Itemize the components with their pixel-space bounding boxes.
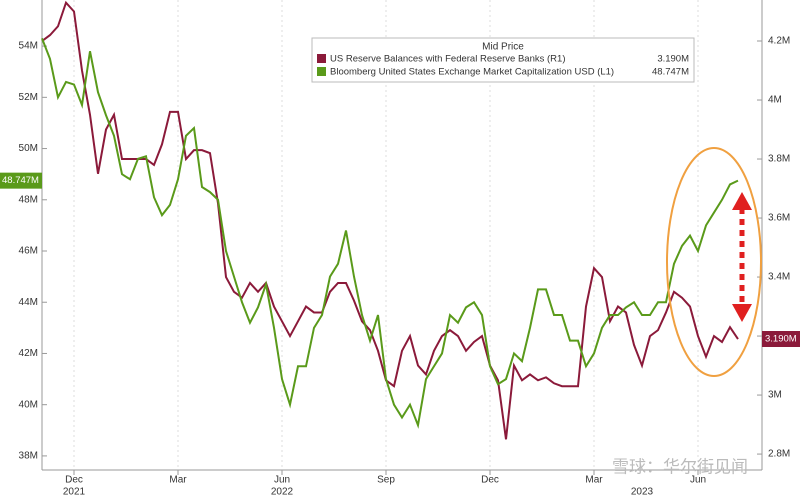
legend	[311, 37, 695, 83]
x-tick-label: Dec	[65, 475, 83, 486]
x-tick-label: Mar	[585, 475, 603, 486]
legend-value: 48.747M	[652, 67, 689, 78]
last-value-tag: 48.747M	[0, 172, 42, 189]
y-tick-label: 42M	[19, 348, 38, 359]
y2-tick-label: 3.6M	[768, 213, 790, 224]
highlight-ellipse	[666, 147, 762, 377]
y-tick-label: 44M	[19, 297, 38, 308]
last-value-box	[0, 172, 42, 189]
arrow-head-down	[732, 304, 752, 322]
year-label: 2023	[631, 487, 654, 497]
last-value-label: 48.747M	[2, 175, 39, 186]
last-value-label: 3.190M	[765, 334, 797, 345]
y2-tick-label: 4.2M	[768, 36, 790, 47]
year-label: 2021	[63, 487, 86, 497]
legend-swatch	[317, 67, 326, 76]
series-line	[41, 38, 739, 429]
y2-tick-label: 3.4M	[768, 272, 790, 283]
x-tick-label: Dec	[481, 475, 499, 486]
x-tick-label: Jun	[274, 475, 290, 486]
y-tick-label: 52M	[19, 92, 38, 103]
y2-tick-label: 3M	[768, 390, 782, 401]
last-value-tag: 3.190M	[762, 331, 800, 348]
legend-title: Mid Price	[482, 42, 524, 53]
y-tick-label: 48M	[19, 194, 38, 205]
y-tick-label: 54M	[19, 41, 38, 52]
x-tick-label: Mar	[169, 475, 187, 486]
y2-tick-label: 4M	[768, 95, 782, 106]
legend-label: Bloomberg United States Exchange Market …	[330, 67, 614, 78]
legend-swatch	[317, 54, 326, 63]
x-tick-label: Jun	[690, 475, 706, 486]
legend-label: US Reserve Balances with Federal Reserve…	[330, 54, 565, 65]
watermark: 雪球：华尔街见闻	[612, 457, 748, 476]
series-line	[41, 0, 739, 440]
x-tick-label: Sep	[377, 475, 395, 486]
last-value-box	[762, 331, 800, 348]
y2-tick-label: 3.8M	[768, 154, 790, 165]
legend-value: 3.190M	[657, 54, 689, 65]
y-tick-label: 50M	[19, 143, 38, 154]
y-tick-label: 40M	[19, 399, 38, 410]
y-tick-label: 46M	[19, 246, 38, 257]
y-tick-label: 38M	[19, 451, 38, 462]
year-label: 2022	[271, 487, 294, 497]
arrow-head-up	[732, 192, 752, 210]
y2-tick-label: 2.8M	[768, 449, 790, 460]
